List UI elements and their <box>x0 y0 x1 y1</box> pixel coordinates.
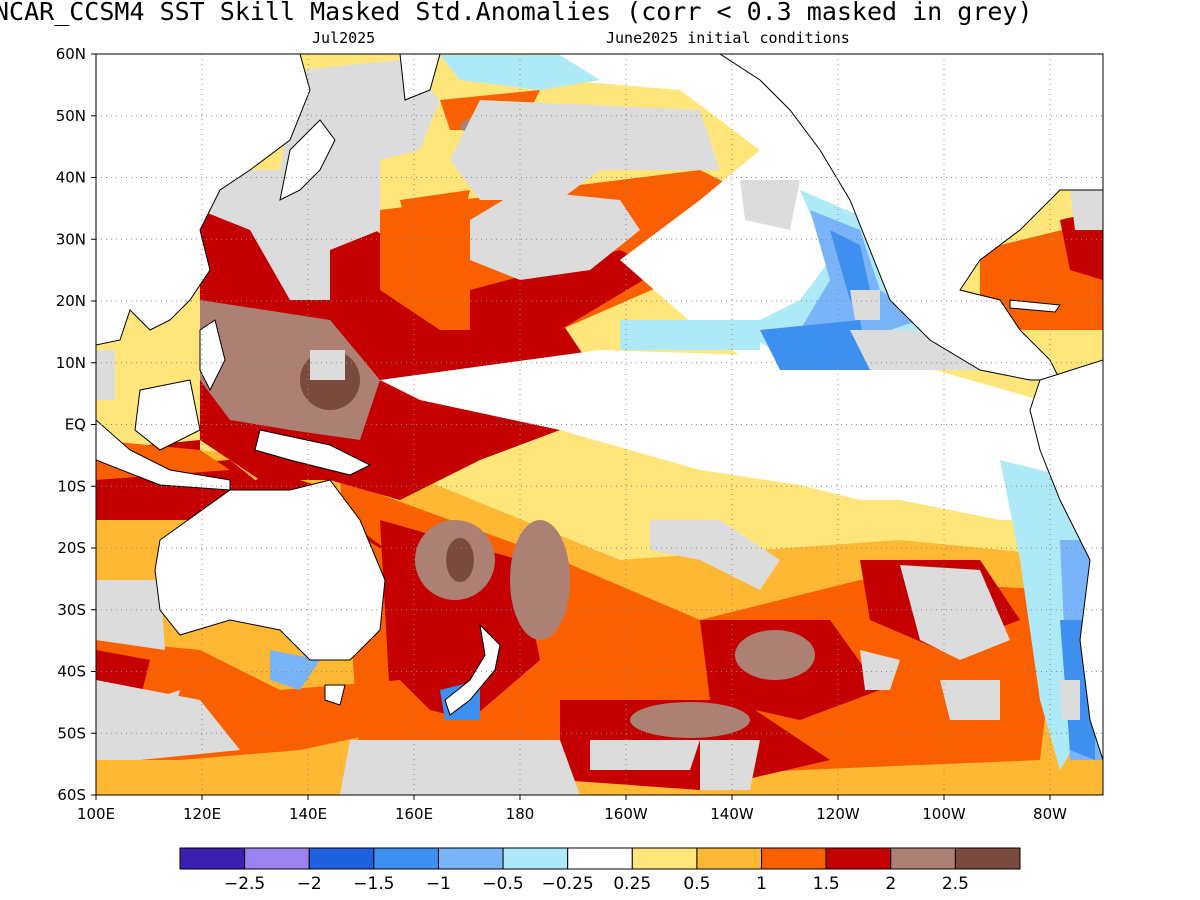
colorbar-label: 2.5 <box>942 874 969 894</box>
lon-tick-label: 80W <box>1033 805 1067 823</box>
colorbar-label: −2.5 <box>224 874 265 894</box>
colorbar-swatch <box>308 847 375 870</box>
colorbar-swatch <box>631 847 698 870</box>
colorbar-swatch <box>437 847 504 870</box>
land-masses <box>96 54 1103 761</box>
colorbar-label: −2 <box>297 874 322 894</box>
colorbar-label: −1 <box>426 874 451 894</box>
colorbar-label: −0.5 <box>482 874 523 894</box>
colorbar-label: 0.25 <box>613 874 651 894</box>
grid-lines <box>96 54 1103 795</box>
colorbar-swatch <box>244 847 310 870</box>
anomaly-field <box>96 54 1103 795</box>
lon-tick-label: 180 <box>506 805 535 823</box>
colorbar-label: 2 <box>885 874 896 894</box>
lat-tick-label: 30N <box>56 230 86 248</box>
colorbar-label: 1.5 <box>813 874 840 894</box>
map-title: NCAR_CCSM4 SST Skill Masked Std.Anomalie… <box>0 0 1033 26</box>
lat-tick-label: 60N <box>56 45 86 63</box>
colorbar-swatch <box>825 847 892 870</box>
colorbar-swatch <box>179 847 246 870</box>
forecast-month: Jul2025 <box>312 29 376 47</box>
lon-tick-label: 120W <box>816 805 860 823</box>
latitude-axis: 60N 50N 40N 30N 20N 10N EQ 10S 20S 30S 40S 50S 60S <box>56 45 96 804</box>
colorbar-swatch <box>567 847 633 870</box>
colorbar-label: −0.25 <box>542 874 594 894</box>
lat-tick-label: 50N <box>56 107 86 125</box>
lon-tick-label: 120E <box>183 805 221 823</box>
colorbar-swatch <box>761 847 827 870</box>
lat-tick-label: 40S <box>57 663 86 681</box>
lon-tick-label: 100W <box>922 805 966 823</box>
lat-tick-label: 50S <box>57 724 86 742</box>
colorbar-swatch <box>954 847 1021 870</box>
lat-tick-label: 30S <box>57 601 86 619</box>
lat-tick-label: EQ <box>65 416 86 434</box>
lat-tick-label: 10S <box>57 477 86 495</box>
lat-tick-label: 20S <box>57 539 86 557</box>
lat-tick-label: 60S <box>57 786 86 804</box>
lat-tick-label: 10N <box>56 354 86 372</box>
colorbar-label: 0.5 <box>683 874 710 894</box>
colorbar-swatch <box>373 847 439 870</box>
colorbar-swatch <box>696 847 763 870</box>
colorbar: −2.5 −2 −1.5 −1 −0.5 −0.25 0.25 0.5 1 1.5 2 2.5 <box>179 847 1021 894</box>
colorbar-swatch <box>502 847 569 870</box>
lon-tick-label: 160E <box>395 805 433 823</box>
lon-tick-label: 140E <box>289 805 327 823</box>
initial-conditions: June2025 initial conditions <box>606 29 850 47</box>
colorbar-label: −1.5 <box>353 874 394 894</box>
colorbar-swatch <box>890 847 956 870</box>
lon-tick-label: 160W <box>604 805 648 823</box>
lat-tick-label: 40N <box>56 169 86 187</box>
lon-tick-label: 100E <box>77 805 115 823</box>
colorbar-label: 1 <box>756 874 767 894</box>
lat-tick-label: 20N <box>56 292 86 310</box>
lon-tick-label: 140W <box>710 805 754 823</box>
longitude-axis: 100E 120E 140E 160E 180 160W 140W 120W 100W 80W <box>77 795 1067 823</box>
